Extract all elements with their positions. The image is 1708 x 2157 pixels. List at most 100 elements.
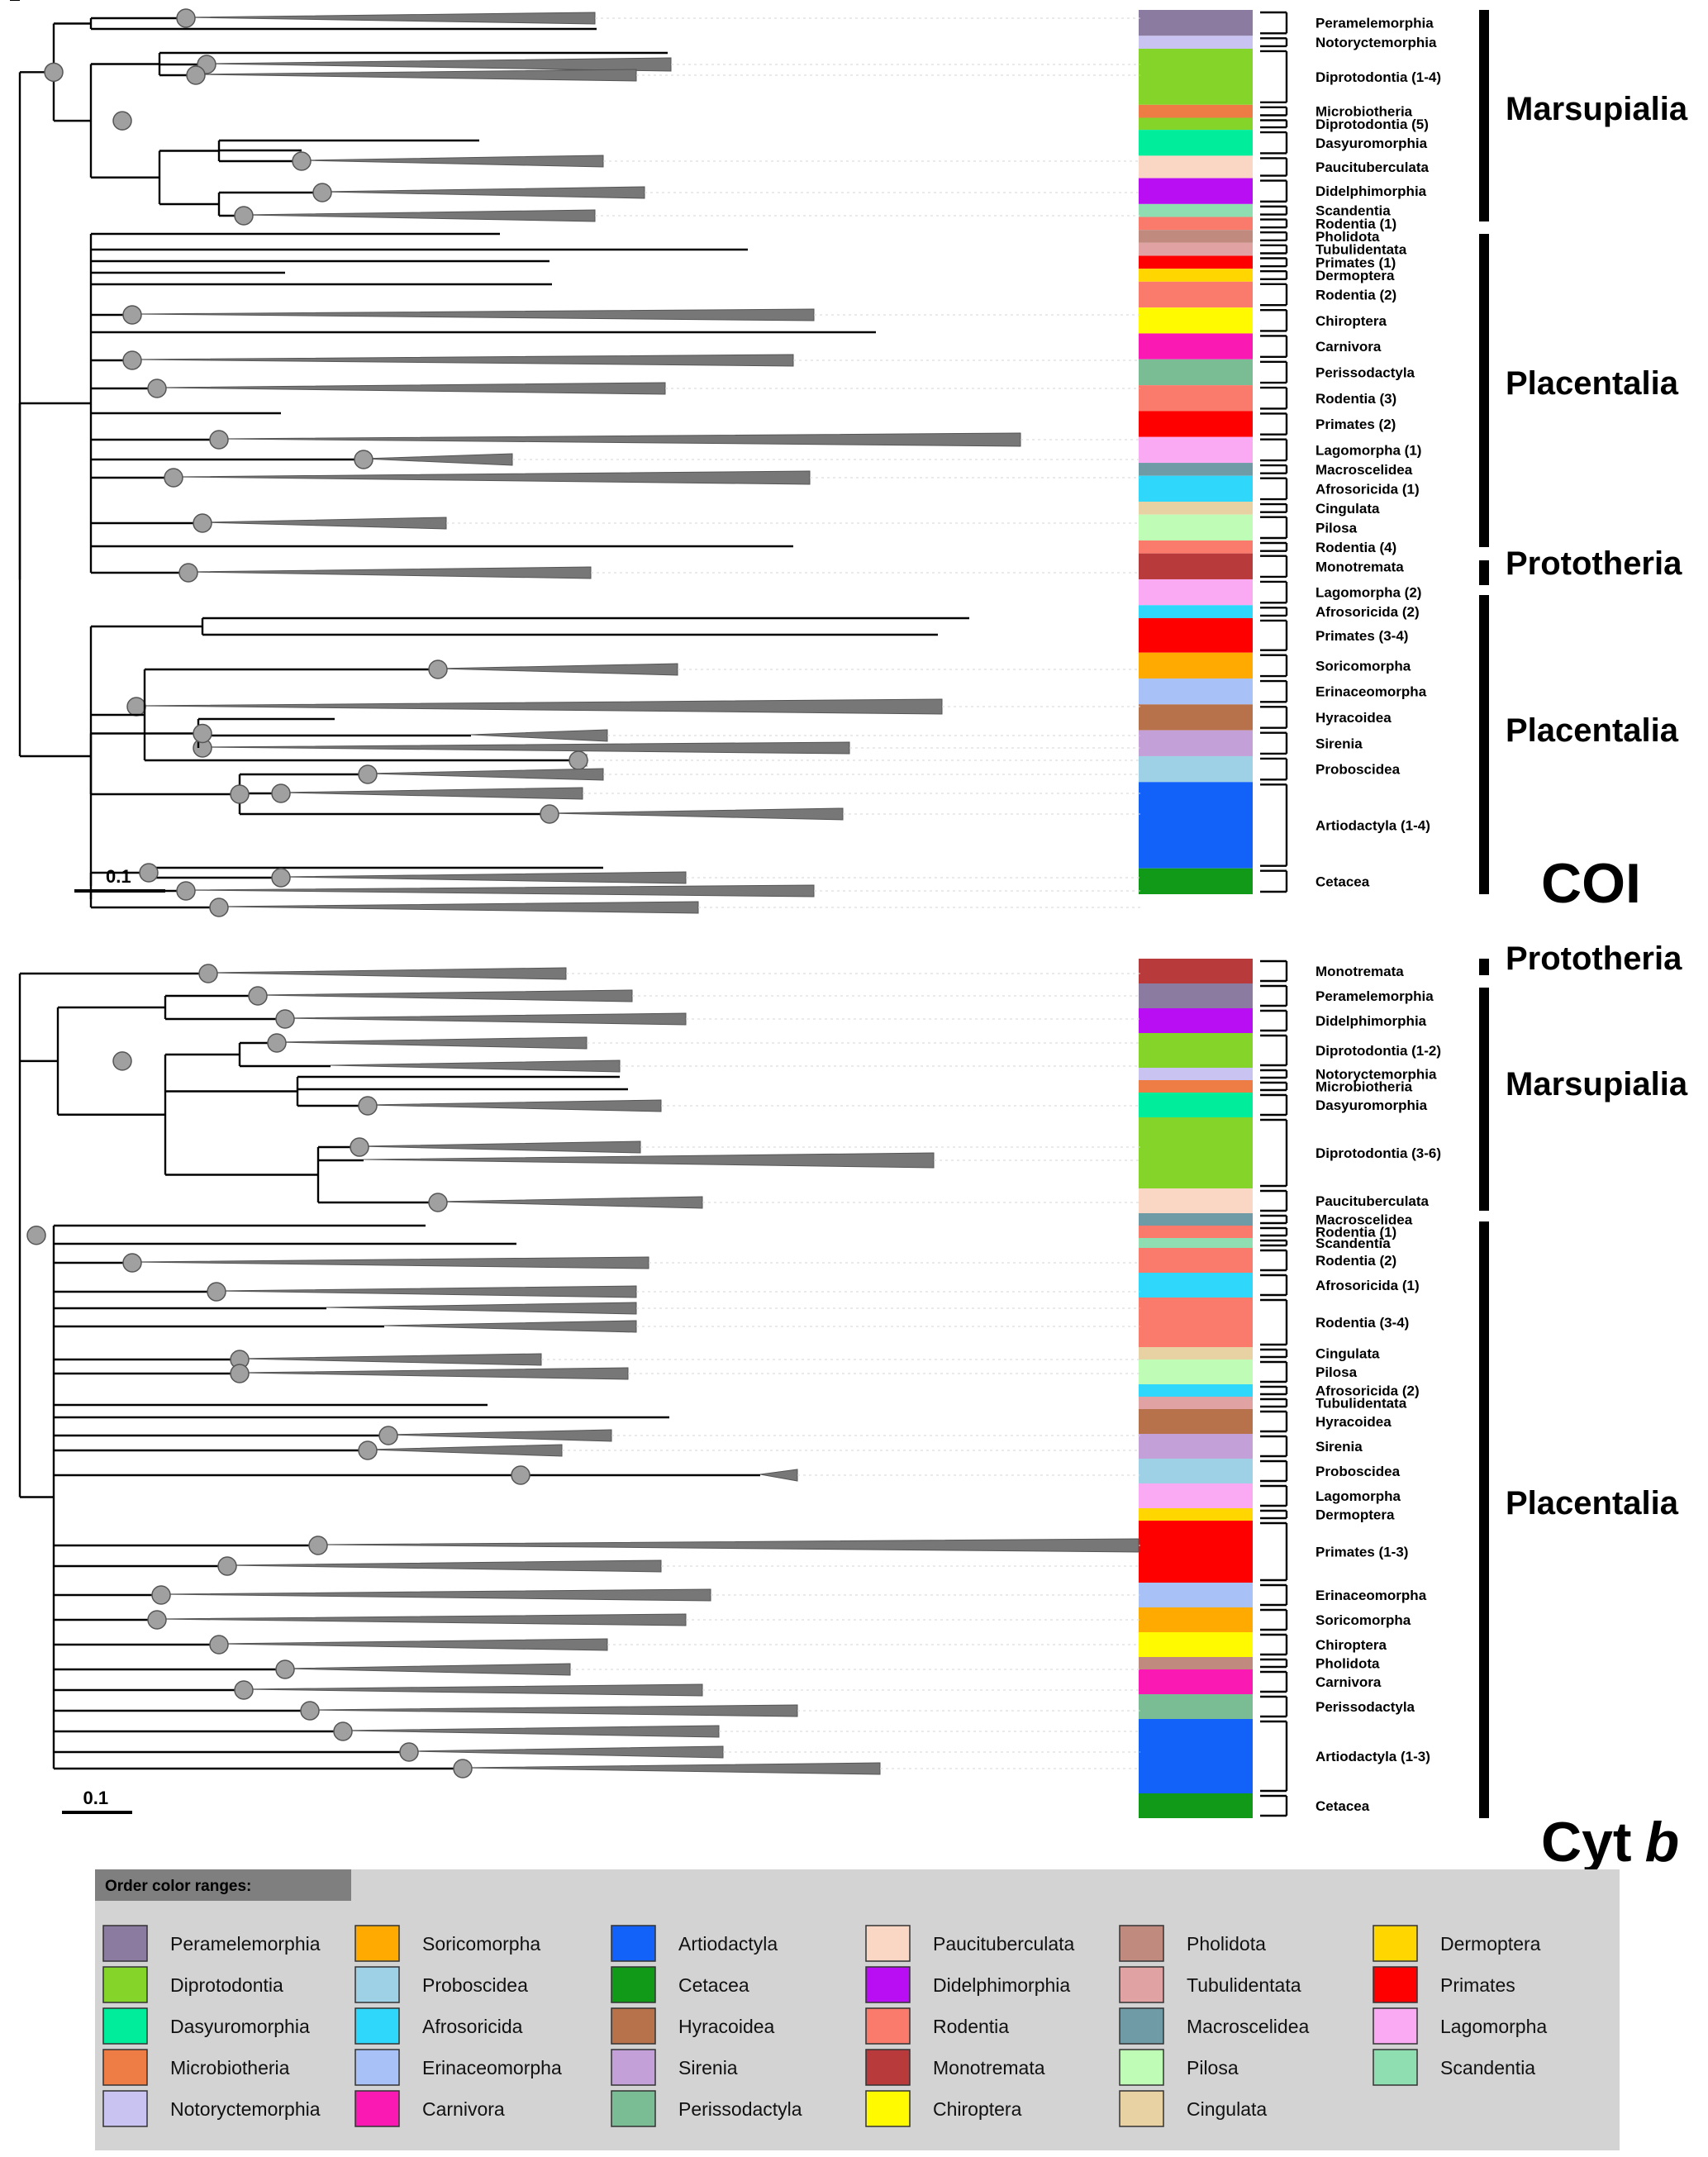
- order-label: Tubulidentata: [1315, 242, 1407, 258]
- order-bar: [1139, 1273, 1253, 1298]
- support-node: [354, 450, 373, 469]
- legend-swatch: [102, 2049, 148, 2086]
- tree: [10, 0, 1140, 1778]
- order-bar: [1139, 36, 1253, 49]
- group-bar: [1479, 595, 1489, 894]
- collapsed-clade: [276, 1036, 588, 1050]
- support-node: [126, 697, 146, 717]
- order-label: Carnivora: [1315, 1674, 1382, 1690]
- order-bar: [1139, 1694, 1253, 1719]
- order-bar: [1139, 155, 1253, 179]
- order-bar: [1139, 1434, 1253, 1459]
- collapsed-clade: [131, 354, 794, 367]
- collapsed-clade: [363, 1152, 935, 1169]
- support-node: [164, 468, 183, 488]
- order-bar: [1139, 553, 1253, 579]
- order-label: Peramelemorphia: [1315, 16, 1434, 31]
- legend-swatch: [611, 1966, 656, 2003]
- order-bar: [1139, 1632, 1253, 1657]
- order-label: Chiroptera: [1315, 1637, 1387, 1653]
- order-bar: [1139, 1248, 1253, 1273]
- support-node: [569, 750, 588, 770]
- collapsed-clade: [301, 155, 604, 168]
- legend-label: Carnivora: [422, 2098, 505, 2120]
- collapsed-clade: [367, 1444, 563, 1457]
- marker-label: COI: [1541, 852, 1641, 915]
- legend-swatch: [865, 2007, 911, 2045]
- legend-label: Peramelemorphia: [170, 1933, 321, 1955]
- legend-swatch: [865, 2049, 911, 2086]
- collapsed-clade: [359, 1140, 641, 1154]
- legend-background: [95, 1869, 1620, 2150]
- legend-label: Afrosoricida: [422, 2016, 523, 2037]
- collapsed-clade: [156, 382, 666, 395]
- legend-swatch: [102, 1925, 148, 1962]
- legend-label: Proboscidea: [422, 1974, 528, 1996]
- order-label: Rodentia (3): [1315, 391, 1396, 407]
- collapsed-clade: [437, 1196, 703, 1209]
- collapsed-clade: [363, 453, 513, 466]
- legend-label: Tubulidentata: [1187, 1974, 1301, 1996]
- collapsed-clade: [239, 1367, 629, 1380]
- collapsed-clade: [462, 1762, 881, 1775]
- support-node: [122, 305, 142, 325]
- collapsed-clade: [408, 1745, 724, 1759]
- order-label: Paucituberculata: [1315, 160, 1430, 175]
- legend-swatch: [354, 1925, 400, 1962]
- support-node: [186, 65, 206, 85]
- order-bar: [1139, 1033, 1253, 1068]
- panel-cytb: Monotremata Peramelemorphia Didelphimorphi…: [10, 0, 1688, 1874]
- order-label: Monotremata: [1315, 559, 1404, 574]
- support-node: [428, 659, 448, 679]
- legend-swatch: [611, 2007, 656, 2045]
- order-bar: [1139, 1397, 1253, 1409]
- group-label: Placentalia: [1506, 712, 1679, 749]
- legend-swatch: [354, 2007, 400, 2045]
- order-bar: [1139, 868, 1253, 894]
- order-label: Soricomorpha: [1315, 658, 1411, 674]
- legend-swatch: [1373, 1925, 1418, 1962]
- order-bar: [1139, 1508, 1253, 1521]
- order-label: Pilosa: [1315, 1364, 1358, 1380]
- support-node: [147, 1610, 167, 1630]
- collapsed-clade: [207, 967, 567, 980]
- order-label: Pholidota: [1315, 1656, 1380, 1672]
- order-bar: [1139, 514, 1253, 540]
- order-bar: [1139, 1409, 1253, 1434]
- order-label: Microbiotheria: [1315, 104, 1413, 120]
- order-label: Microbiotheria: [1315, 1079, 1413, 1095]
- order-label: Dermoptera: [1315, 268, 1395, 283]
- order-bar: [1139, 333, 1253, 360]
- legend-swatch: [102, 2090, 148, 2127]
- legend-swatch: [611, 2090, 656, 2127]
- legend-label: Erinaceomorpha: [422, 2057, 562, 2078]
- support-node: [207, 1282, 226, 1302]
- legend-label: Macroscelidea: [1187, 2016, 1309, 2037]
- order-label: Lagomorpha: [1315, 1488, 1401, 1504]
- order-bar: [1139, 436, 1253, 464]
- order-bar: [1139, 1188, 1253, 1213]
- order-label: Erinaceomorpha: [1315, 684, 1427, 700]
- group-bar: [1479, 560, 1489, 585]
- order-bar: [1139, 1238, 1253, 1248]
- order-bar: [1139, 411, 1253, 437]
- support-node: [198, 964, 218, 983]
- legend-swatch: [102, 2007, 148, 2045]
- support-node: [44, 62, 64, 83]
- order-bar: [1139, 1521, 1253, 1583]
- order-bar: [1139, 48, 1253, 105]
- group-label: Prototheria: [1506, 545, 1682, 582]
- collapsed-clade: [156, 1613, 687, 1626]
- support-node: [178, 563, 198, 583]
- order-bar: [1139, 269, 1253, 282]
- order-bar: [1139, 217, 1253, 231]
- group-bar: [1479, 1221, 1489, 1818]
- order-label: Macroscelidea: [1315, 462, 1413, 478]
- collapsed-clade: [131, 1256, 649, 1269]
- order-label: Didelphimorphia: [1315, 1013, 1427, 1029]
- order-bar: [1139, 1093, 1253, 1117]
- order-bar: [1139, 502, 1253, 515]
- collapsed-clade: [243, 209, 596, 222]
- group-label: Marsupialia: [1506, 91, 1688, 127]
